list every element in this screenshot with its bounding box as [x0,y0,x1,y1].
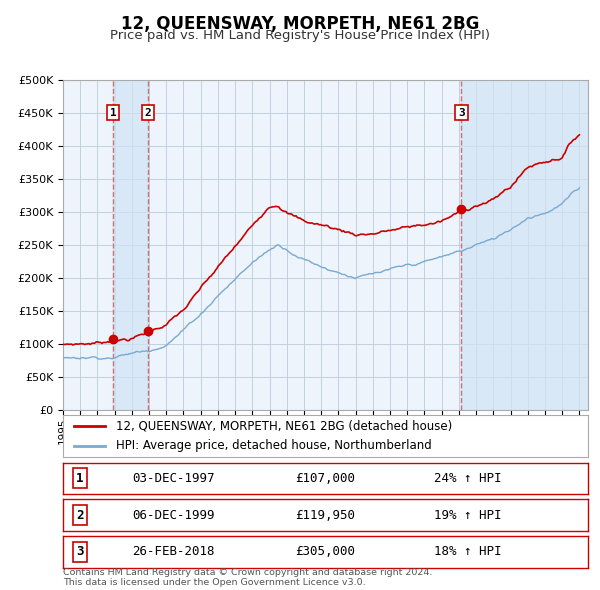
Text: £305,000: £305,000 [296,545,355,558]
Text: 03-DEC-1997: 03-DEC-1997 [132,472,215,485]
Text: HPI: Average price, detached house, Northumberland: HPI: Average price, detached house, Nort… [115,440,431,453]
Text: 2: 2 [76,509,83,522]
Bar [461,80,588,410]
Text: Contains HM Land Registry data © Crown copyright and database right 2024.
This d: Contains HM Land Registry data © Crown c… [63,568,433,587]
Text: 26-FEB-2018: 26-FEB-2018 [132,545,215,558]
Text: 3: 3 [458,108,465,117]
Bar [113,80,148,410]
Text: 18% ↑ HPI: 18% ↑ HPI [433,545,501,558]
Text: £119,950: £119,950 [296,509,355,522]
Text: 3: 3 [76,545,83,558]
Text: £107,000: £107,000 [296,472,355,485]
Text: 24% ↑ HPI: 24% ↑ HPI [433,472,501,485]
Text: 2: 2 [145,108,151,117]
Text: 12, QUEENSWAY, MORPETH, NE61 2BG: 12, QUEENSWAY, MORPETH, NE61 2BG [121,15,479,33]
Text: 19% ↑ HPI: 19% ↑ HPI [433,509,501,522]
Text: Price paid vs. HM Land Registry's House Price Index (HPI): Price paid vs. HM Land Registry's House … [110,30,490,42]
Text: 1: 1 [76,472,83,485]
Text: 12, QUEENSWAY, MORPETH, NE61 2BG (detached house): 12, QUEENSWAY, MORPETH, NE61 2BG (detach… [115,419,452,432]
Text: 06-DEC-1999: 06-DEC-1999 [132,509,215,522]
Text: 1: 1 [110,108,116,117]
